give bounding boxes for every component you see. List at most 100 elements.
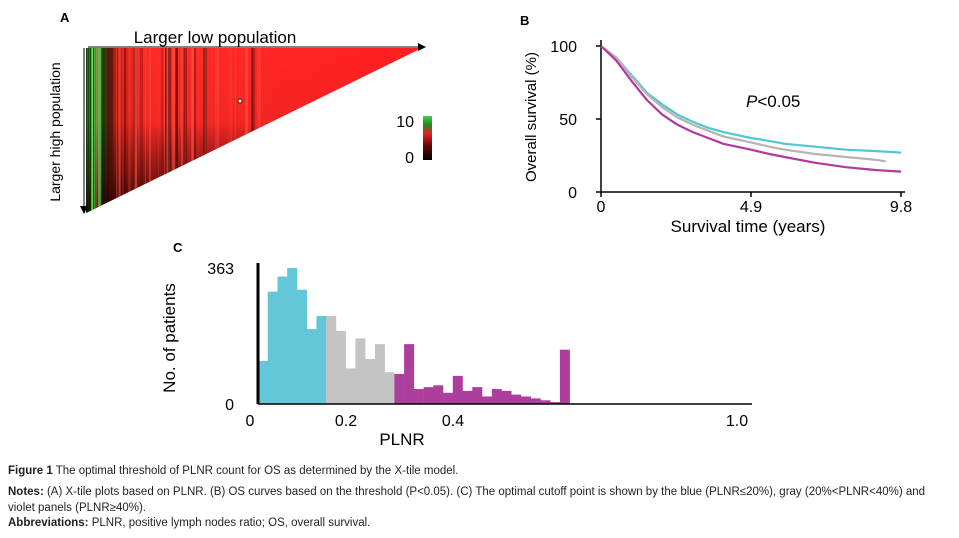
histogram-bar-violet: [472, 387, 483, 404]
xtile-streak: [235, 48, 236, 213]
survival-plot: 0 4.9 9.8 0 50 100 Overall survival (%) Survi…: [523, 39, 912, 236]
histogram-bar-violet: [413, 389, 424, 404]
histogram-bar-violet: [433, 385, 444, 404]
xtile-streak: [108, 48, 111, 213]
xtile-streak: [175, 48, 178, 213]
xtile-streak: [158, 48, 159, 213]
survival-p-annotation: P<0.05: [746, 92, 800, 111]
survival-p-letter: P: [746, 92, 758, 111]
survival-ticks: 0 4.9 9.8 0 50 100: [550, 39, 912, 216]
xtile-streak: [204, 48, 205, 213]
histogram-bar-gray: [374, 344, 385, 404]
xtile-streak: [133, 48, 134, 213]
xtile-green-streak: [88, 48, 89, 213]
histogram-bar-violet: [452, 375, 463, 404]
xtile-plot: Larger low population Larger high popula…: [47, 28, 432, 214]
xtile-streak: [192, 48, 194, 213]
histogram-bar-gray: [326, 316, 337, 404]
histogram-bar-violet: [443, 392, 454, 404]
histogram-bar-gray: [355, 338, 366, 404]
xtile-streak: [252, 48, 255, 213]
histogram-x-label: PLNR: [379, 430, 424, 449]
xtile-streak: [135, 48, 137, 213]
xtile-streak: [182, 48, 185, 213]
histogram-bar-violet: [521, 396, 531, 404]
xtile-green-streak: [99, 48, 101, 213]
xtile-streak: [95, 48, 97, 213]
survival-x-tick-label: 9.8: [890, 199, 912, 216]
histogram-x-tick-label: 0.4: [442, 413, 464, 430]
xtile-streak: [124, 48, 126, 213]
histogram-bar-violet: [423, 387, 434, 404]
histogram-bar-violet: [550, 402, 561, 404]
caption-abbr-text: PLNR, positive lymph nodes ratio; OS, ov…: [88, 517, 371, 529]
histogram-bar-violet: [491, 389, 502, 404]
xtile-streak: [168, 48, 171, 213]
survival-curves: [600, 45, 902, 173]
xtile-streak: [107, 48, 109, 213]
histogram-bar-blue: [267, 291, 278, 404]
figure-canvas: Larger low population Larger high popula…: [47, 28, 912, 449]
caption-title-text: The optimal threshold of PLNR count for …: [52, 465, 459, 477]
histogram-bar-violet: [482, 396, 492, 404]
xtile-streak: [181, 48, 183, 213]
xtile-streak: [116, 48, 117, 213]
histogram-bar-gray: [384, 372, 395, 404]
xtile-streak: [230, 48, 232, 213]
xtile-streak: [140, 48, 143, 213]
xtile-streak: [205, 48, 207, 213]
figure-caption-abbreviations: Abbreviations: PLNR, positive lymph node…: [8, 515, 370, 531]
xtile-green-streak: [86, 48, 87, 213]
histogram-bar-blue: [306, 329, 317, 404]
histogram-bars: [258, 268, 570, 404]
xtile-streak: [110, 48, 111, 213]
xtile-streak: [116, 48, 119, 213]
xtile-streak: [251, 48, 253, 213]
xtile-streak: [257, 48, 258, 213]
xtile-streak: [110, 48, 113, 213]
xtile-streak: [203, 48, 205, 213]
survival-y-label: Overall survival (%): [523, 52, 540, 182]
xtile-streak: [259, 48, 261, 213]
xtile-streak: [184, 48, 185, 213]
xtile-streaks: [86, 48, 261, 213]
xtile-streak: [185, 48, 186, 213]
xtile-streak: [164, 48, 167, 213]
histogram-x-tick-label: 0: [246, 413, 255, 430]
caption-notes-text: (A) X-tile plots based on PLNR. (B) OS c…: [8, 486, 926, 514]
panel-a-letter: A: [60, 10, 70, 25]
histogram-bar-violet: [501, 390, 512, 404]
xtile-streak: [246, 48, 248, 213]
histogram-bar-violet: [559, 349, 570, 404]
xtile-top-arrow: [418, 43, 426, 51]
histogram-bar-blue: [258, 360, 268, 404]
histogram-x-tick-label: 0.2: [335, 413, 357, 430]
xtile-streak: [191, 48, 193, 213]
survival-y-tick-label: 100: [550, 39, 577, 56]
histogram-bar-blue: [287, 268, 298, 404]
xtile-streak: [119, 48, 121, 213]
panel-b-letter: B: [520, 13, 530, 28]
caption-abbr-label: Abbreviations:: [8, 517, 89, 529]
caption-figure-number: Figure 1: [8, 465, 53, 477]
histogram-y-tick-label: 363: [207, 261, 234, 278]
histogram-y-tick-label: 0: [225, 397, 234, 414]
xtile-streak: [149, 48, 151, 213]
caption-notes-label: Notes:: [8, 486, 44, 498]
xtile-streak: [128, 48, 131, 213]
xtile-streak: [165, 48, 166, 213]
histogram-bar-blue: [277, 276, 288, 404]
histogram-y-label: No. of patients: [160, 283, 179, 393]
xtile-streak: [134, 48, 137, 213]
xtile-streak: [204, 48, 205, 213]
histogram-ticks: 0 0.2 0.4 1.0 0 363: [207, 261, 748, 430]
histogram-bar-blue: [297, 289, 307, 404]
histogram: 0 0.2 0.4 1.0 0 363 No. of patients PLNR: [160, 261, 752, 449]
xtile-streak: [217, 48, 219, 213]
xtile-streak: [245, 48, 248, 213]
histogram-bar-violet: [394, 374, 405, 404]
xtile-color-scale: [423, 116, 432, 160]
histogram-bar-blue: [316, 316, 327, 404]
xtile-streak: [228, 48, 229, 213]
xtile-green-streak: [98, 48, 99, 213]
